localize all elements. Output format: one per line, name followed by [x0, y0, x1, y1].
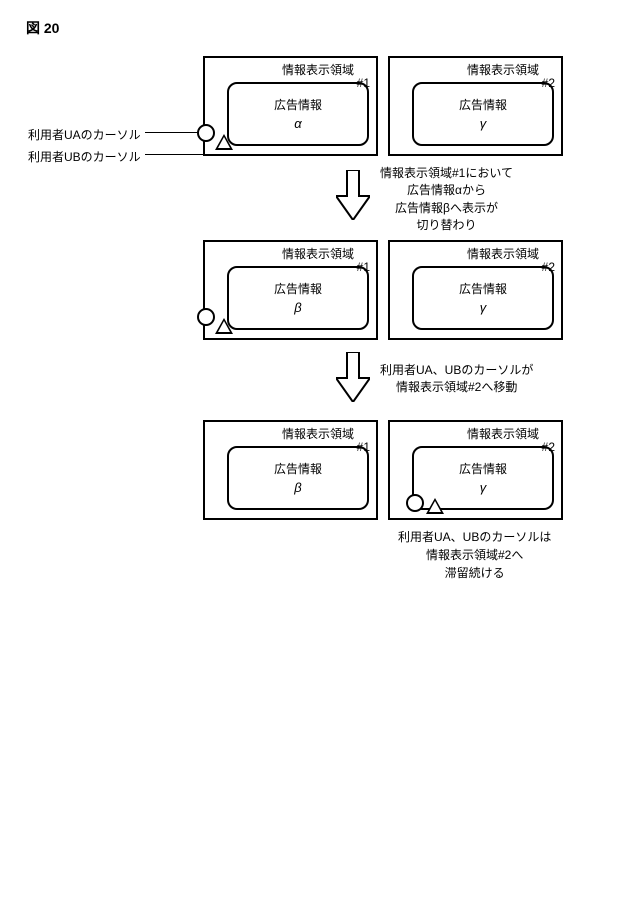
row-3: 情報表示領域 #1 広告情報 β 情報表示領域 #2 広告情報 γ: [203, 420, 563, 520]
transition-2-text: 利用者UA、UBのカーソルが 情報表示領域#2へ移動: [380, 362, 533, 397]
ad-greek-beta: β: [294, 300, 301, 315]
t1-l4: 切り替わり: [416, 218, 476, 232]
region-header: 情報表示領域: [282, 61, 354, 78]
leader-ua: [145, 132, 203, 133]
figure-label: 図 20: [26, 18, 59, 38]
ad-greek-alpha: α: [294, 116, 301, 131]
ad-title: 広告情報: [459, 462, 507, 476]
callout-ub: 利用者UBのカーソル: [28, 148, 141, 165]
ad-greek-gamma: γ: [480, 480, 487, 495]
region-1-2: 情報表示領域 #2 広告情報 γ: [388, 56, 563, 156]
ad-greek-gamma: γ: [480, 116, 487, 131]
region-3-2: 情報表示領域 #2 広告情報 γ: [388, 420, 563, 520]
region-header: 情報表示領域: [467, 425, 539, 442]
region-header: 情報表示領域: [282, 245, 354, 262]
cursor-ub-icon: [215, 318, 233, 334]
t1-l2: 広告情報αから: [407, 183, 486, 197]
ad-box-gamma: 広告情報 γ: [412, 82, 554, 146]
ad-title: 広告情報: [459, 282, 507, 296]
callout-ua: 利用者UAのカーソル: [28, 126, 141, 143]
cursor-ua-icon: [197, 124, 215, 142]
t2-l2: 情報表示領域#2へ移動: [396, 380, 517, 394]
arrow-2-icon: [336, 352, 370, 402]
ad-greek-gamma: γ: [480, 300, 487, 315]
row-1: 情報表示領域 #1 広告情報 α 情報表示領域 #2 広告情報 γ: [203, 56, 563, 156]
final-caption: 利用者UA、UBのカーソルは 情報表示領域#2へ 滞留続ける: [398, 528, 551, 582]
ad-title: 広告情報: [274, 462, 322, 476]
arrow-1-icon: [336, 170, 370, 220]
region-header: 情報表示領域: [467, 61, 539, 78]
ad-title: 広告情報: [274, 282, 322, 296]
figure-20-diagram: 図 20 利用者UAのカーソル 利用者UBのカーソル 情報表示領域 #1 広告情…: [0, 0, 622, 906]
fc-l1: 利用者UA、UBのカーソルは: [398, 530, 551, 544]
ad-title: 広告情報: [459, 98, 507, 112]
fc-l3: 滞留続ける: [445, 566, 505, 580]
t1-l3: 広告情報βへ表示が: [395, 201, 498, 215]
region-header: 情報表示領域: [282, 425, 354, 442]
ad-box-gamma: 広告情報 γ: [412, 266, 554, 330]
ad-box-beta: 広告情報 β: [227, 446, 369, 510]
region-header: 情報表示領域: [467, 245, 539, 262]
cursor-ub-icon: [426, 498, 444, 514]
cursor-ua-icon: [406, 494, 424, 512]
ad-box-alpha: 広告情報 α: [227, 82, 369, 146]
region-1-1: 情報表示領域 #1 広告情報 α: [203, 56, 378, 156]
transition-1-text: 情報表示領域#1において 広告情報αから 広告情報βへ表示が 切り替わり: [380, 165, 513, 235]
row-2: 情報表示領域 #1 広告情報 β 情報表示領域 #2 広告情報 γ: [203, 240, 563, 340]
region-3-1: 情報表示領域 #1 広告情報 β: [203, 420, 378, 520]
ad-box-beta: 広告情報 β: [227, 266, 369, 330]
ad-greek-beta: β: [294, 480, 301, 495]
cursor-ub-icon: [215, 134, 233, 150]
fc-l2: 情報表示領域#2へ: [426, 548, 523, 562]
region-2-1: 情報表示領域 #1 広告情報 β: [203, 240, 378, 340]
t1-l1: 情報表示領域#1において: [380, 166, 513, 180]
region-2-2: 情報表示領域 #2 広告情報 γ: [388, 240, 563, 340]
t2-l1: 利用者UA、UBのカーソルが: [380, 363, 533, 377]
cursor-ua-icon: [197, 308, 215, 326]
ad-title: 広告情報: [274, 98, 322, 112]
